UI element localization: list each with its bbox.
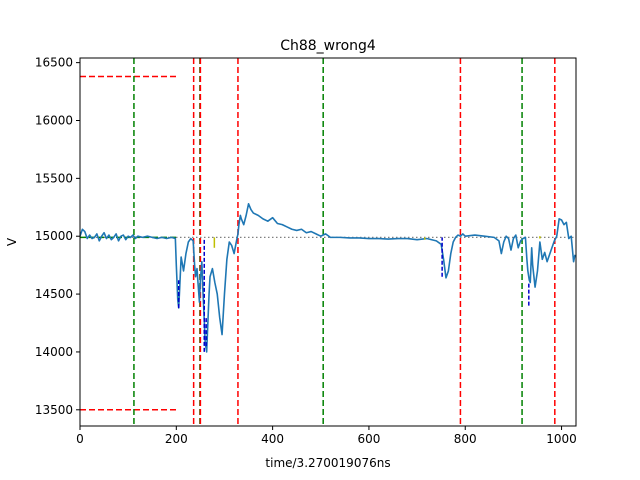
- axes-frame: [79, 57, 577, 427]
- x-tick-label-0: 0: [76, 432, 84, 446]
- plot-area: [79, 58, 576, 426]
- y-tick-label-13500: 13500: [35, 403, 73, 417]
- y-tick-label-15000: 15000: [35, 229, 73, 243]
- x-axis-label: time/3.270019076ns: [265, 456, 390, 470]
- chart-title: Ch88_wrong4: [280, 38, 376, 54]
- x-axis: 0 200 400 600 800 1000: [76, 426, 577, 446]
- x-tick-label-1000: 1000: [546, 432, 577, 446]
- y-tick-label-14500: 14500: [35, 287, 73, 301]
- y-tick-label-16500: 16500: [35, 56, 73, 70]
- x-tick-label-600: 600: [357, 432, 380, 446]
- x-tick-label-200: 200: [165, 432, 188, 446]
- x-tick-label-400: 400: [261, 432, 284, 446]
- x-tick-label-800: 800: [454, 432, 477, 446]
- y-tick-label-14000: 14000: [35, 345, 73, 359]
- y-tick-label-15500: 15500: [35, 171, 73, 185]
- signal-series: [79, 203, 576, 353]
- y-axis: 13500 14000 14500 15000 15500 16000 16500: [35, 56, 80, 417]
- y-tick-label-16000: 16000: [35, 113, 73, 127]
- y-axis-label: V: [5, 237, 19, 246]
